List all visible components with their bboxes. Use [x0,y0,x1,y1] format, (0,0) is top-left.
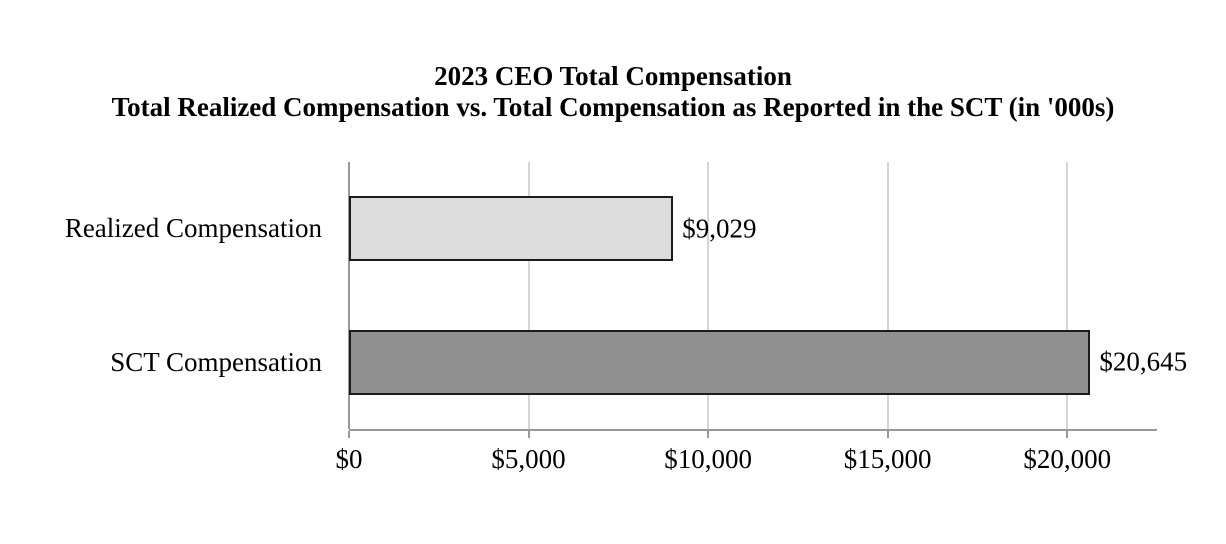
value-label-realized-compensation: $9,029 [682,213,757,244]
x-tick-label-0: $0 [335,444,363,474]
x-axis-line [349,429,1157,431]
chart-subtitle: Total Realized Compensation vs. Total Co… [111,92,1115,122]
x-tick-label-20000: $20,000 [1023,444,1112,474]
x-tick-label-15000: $15,000 [843,444,932,474]
x-tick-0 [348,431,350,438]
chart-title-block: 2023 CEO Total Compensation Total Realiz… [0,61,1226,123]
value-label-sct-compensation: $20,645 [1099,346,1188,377]
x-tick-10000 [707,431,710,438]
chart-title: 2023 CEO Total Compensation [434,61,792,91]
gridline-20000 [1066,162,1069,429]
category-label-sct-compensation: SCT Compensation [110,346,322,377]
x-tick-15000 [886,431,889,438]
bar-realized-compensation [349,196,674,262]
x-tick-20000 [1066,431,1069,438]
x-tick-label-10000: $10,000 [664,444,752,474]
x-tick-label-5000: $5,000 [491,444,566,474]
x-tick-5000 [527,431,530,438]
y-axis-line [348,162,350,429]
gridline-10000 [707,162,710,429]
gridline-5000 [527,162,530,429]
category-label-realized-compensation: Realized Compensation [64,213,322,244]
gridline-15000 [886,162,889,429]
bar-sct-compensation [349,329,1091,395]
